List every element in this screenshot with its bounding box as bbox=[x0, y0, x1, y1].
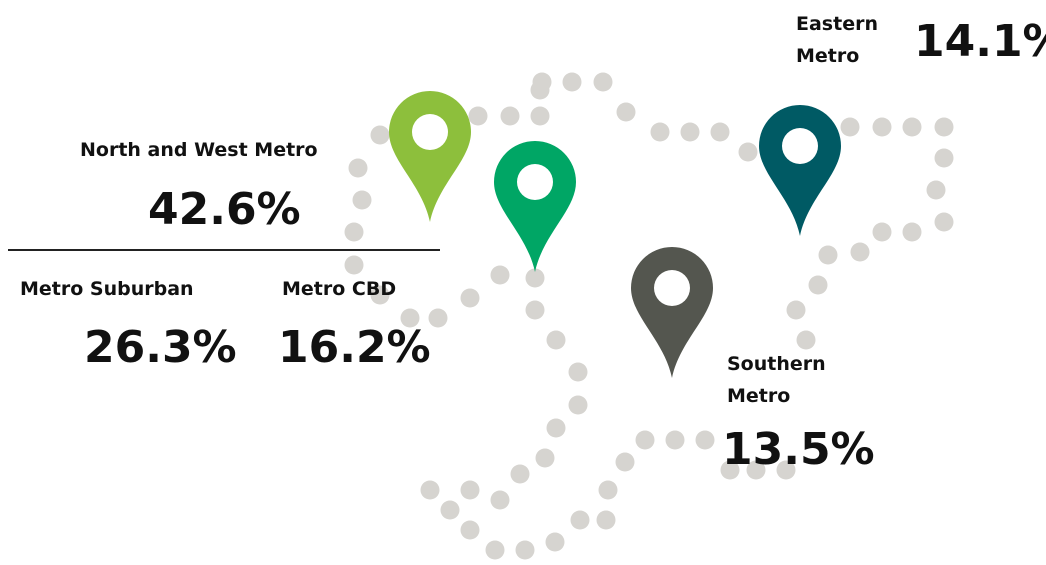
map-pin bbox=[759, 105, 841, 236]
region-value: 13.5% bbox=[722, 424, 875, 475]
map-dot bbox=[934, 212, 954, 232]
map-pin bbox=[389, 91, 471, 222]
map-dot bbox=[344, 222, 364, 242]
region-name: Metro CBD bbox=[282, 278, 396, 300]
map-dot bbox=[440, 500, 460, 520]
map-pin bbox=[494, 141, 576, 272]
map-dot bbox=[738, 142, 758, 162]
map-dot bbox=[934, 148, 954, 168]
map-dot bbox=[680, 122, 700, 142]
region-name: Eastern bbox=[796, 13, 878, 35]
map-dot bbox=[352, 190, 372, 210]
map-dot bbox=[808, 275, 828, 295]
map-pins bbox=[389, 91, 841, 378]
map-dot bbox=[746, 460, 766, 480]
region-value: 16.2% bbox=[278, 322, 431, 373]
map-dot bbox=[635, 430, 655, 450]
map-dot bbox=[460, 288, 480, 308]
region-name: North and West Metro bbox=[80, 139, 318, 161]
map-dot bbox=[818, 245, 838, 265]
map-dot bbox=[872, 117, 892, 137]
map-dot bbox=[934, 117, 954, 137]
map-dot bbox=[546, 330, 566, 350]
region-name: Metro bbox=[727, 385, 790, 407]
map-dot bbox=[468, 106, 488, 126]
map-dot bbox=[562, 72, 582, 92]
map-dot bbox=[902, 117, 922, 137]
map-dot bbox=[902, 222, 922, 242]
map-dot bbox=[710, 122, 730, 142]
region-name: Southern bbox=[727, 353, 826, 375]
map-dot bbox=[515, 540, 535, 560]
pin-hole bbox=[782, 128, 818, 164]
map-dot bbox=[545, 532, 565, 552]
map-dot bbox=[596, 510, 616, 530]
map-dot bbox=[796, 330, 816, 350]
map-pin bbox=[631, 247, 713, 378]
map-dot bbox=[370, 125, 390, 145]
map-dot bbox=[460, 520, 480, 540]
map-dot bbox=[500, 106, 520, 126]
map-dot bbox=[850, 242, 870, 262]
region-value: 42.6% bbox=[148, 184, 301, 235]
map-dot bbox=[598, 480, 618, 500]
map-dot bbox=[510, 464, 530, 484]
map-dot bbox=[490, 265, 510, 285]
region-name: Metro Suburban bbox=[20, 278, 194, 300]
map-dot bbox=[570, 510, 590, 530]
map-dot bbox=[525, 268, 545, 288]
region-name: Metro bbox=[796, 45, 859, 67]
pin-hole bbox=[654, 270, 690, 306]
map-dot bbox=[665, 430, 685, 450]
map-dot bbox=[615, 452, 635, 472]
map-dot bbox=[776, 460, 796, 480]
map-dot bbox=[616, 102, 636, 122]
map-dot bbox=[530, 80, 550, 100]
map-dot bbox=[593, 72, 613, 92]
map-dot bbox=[348, 158, 368, 178]
map-dot bbox=[530, 106, 550, 126]
map-dot bbox=[485, 540, 505, 560]
map-dot bbox=[370, 285, 390, 305]
map-dot bbox=[344, 255, 364, 275]
map-dot bbox=[568, 395, 588, 415]
map-dot bbox=[460, 480, 480, 500]
map-dot bbox=[720, 460, 740, 480]
map-dot bbox=[926, 180, 946, 200]
map-dot bbox=[400, 308, 420, 328]
pin-hole bbox=[517, 164, 553, 200]
map-dot bbox=[525, 300, 545, 320]
map-dot bbox=[568, 362, 588, 382]
region-value: 26.3% bbox=[84, 322, 237, 373]
map-dot bbox=[872, 222, 892, 242]
map-dot bbox=[535, 448, 555, 468]
map-dot bbox=[490, 490, 510, 510]
map-dot bbox=[786, 300, 806, 320]
map-dot bbox=[840, 117, 860, 137]
map-dot bbox=[650, 122, 670, 142]
region-value: 14.1% bbox=[914, 16, 1046, 67]
map-dot bbox=[695, 430, 715, 450]
map-dot bbox=[420, 480, 440, 500]
pin-hole bbox=[412, 114, 448, 150]
map-dots bbox=[344, 72, 954, 560]
map-dot bbox=[428, 308, 448, 328]
map-dot bbox=[546, 418, 566, 438]
